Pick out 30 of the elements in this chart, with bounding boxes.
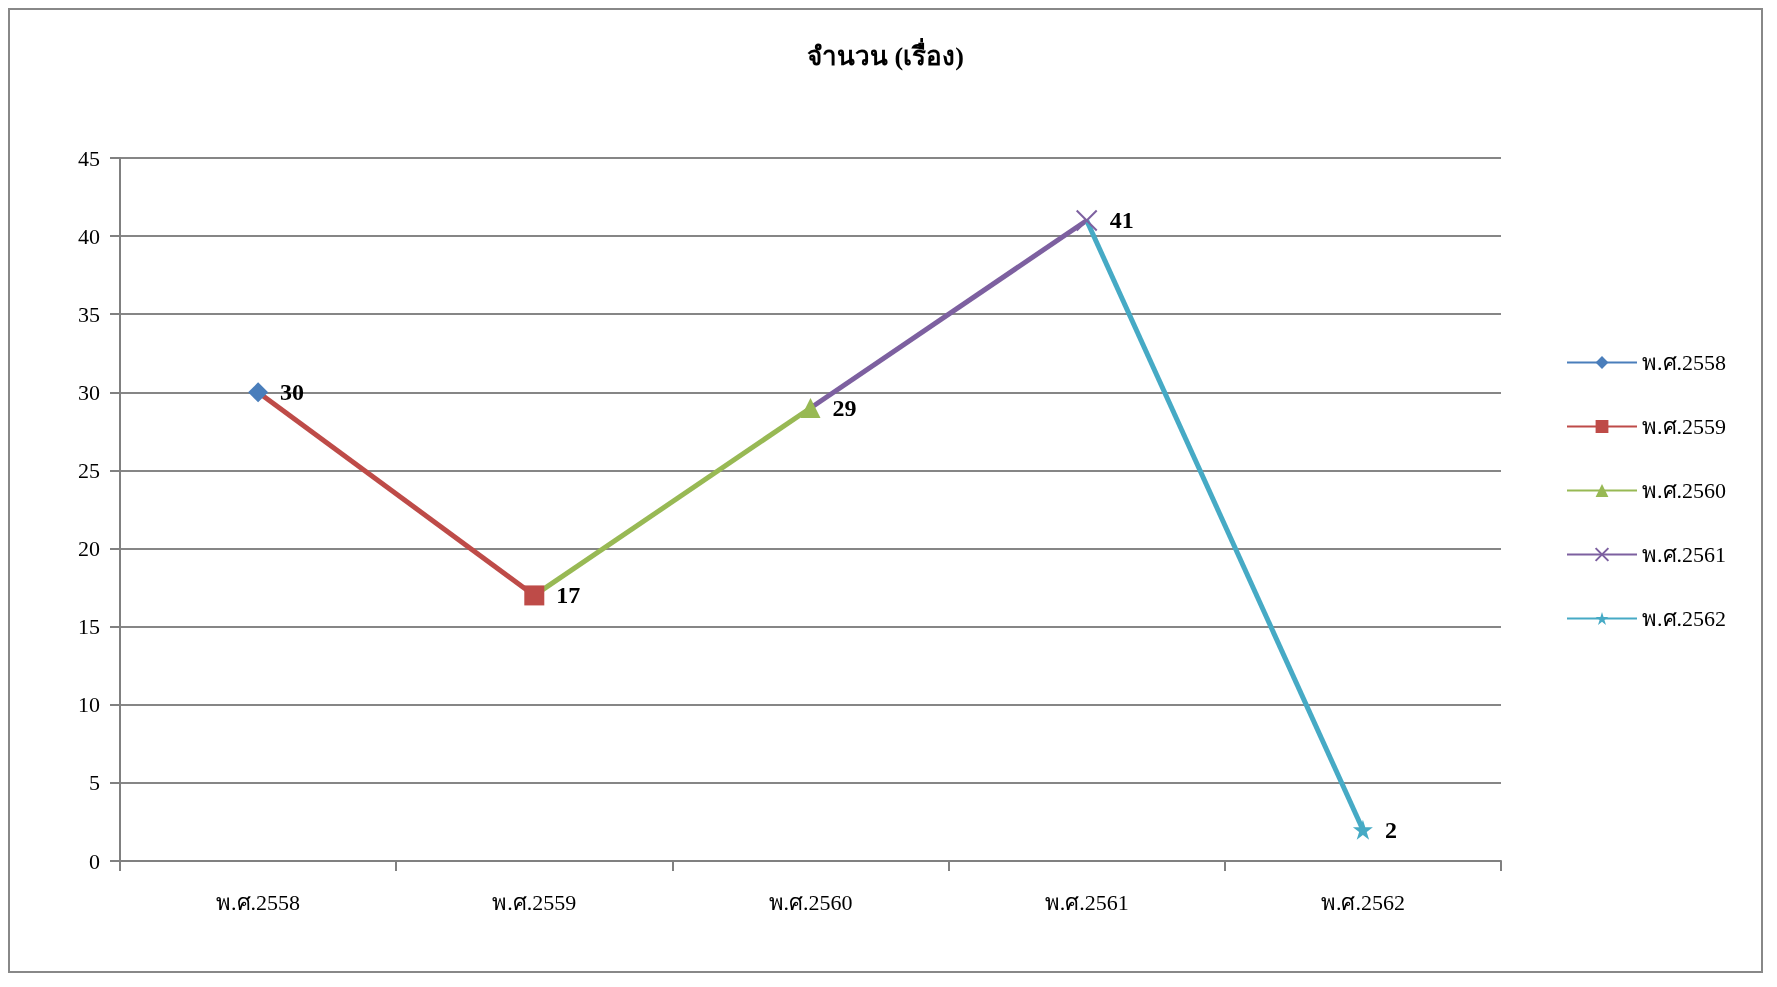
y-tick-label: 35 (78, 301, 100, 327)
y-tick-label: 45 (78, 145, 100, 171)
x-tick-label: พ.ศ.2558 (216, 889, 301, 915)
legend-label: พ.ศ.2562 (1642, 606, 1726, 631)
y-tick-label: 40 (78, 223, 100, 249)
x-tick-label: พ.ศ.2562 (1320, 889, 1405, 915)
legend-label: พ.ศ.2560 (1642, 478, 1726, 503)
x-tick-label: พ.ศ.2560 (768, 889, 853, 915)
x-tick-label: พ.ศ.2561 (1044, 889, 1129, 915)
y-tick-label: 5 (89, 770, 100, 796)
point (524, 585, 545, 606)
y-tick-label: 20 (78, 536, 100, 562)
legend-label: พ.ศ.2559 (1642, 414, 1726, 439)
y-tick-label: 10 (78, 692, 100, 718)
data-label: 2 (1384, 816, 1397, 843)
y-tick-label: 15 (78, 614, 100, 640)
legend-label: พ.ศ.2561 (1642, 542, 1726, 567)
data-label: 30 (280, 379, 305, 406)
data-label: 29 (832, 394, 857, 421)
data-label: 41 (1109, 207, 1134, 234)
point (1352, 819, 1373, 840)
legend-label: พ.ศ.2558 (1642, 350, 1726, 375)
y-tick-label: 25 (78, 457, 100, 483)
chart-title: จำนวน (เรื่อง) (807, 36, 964, 71)
y-tick-label: 0 (89, 848, 100, 874)
data-label: 17 (556, 582, 581, 609)
point (1075, 209, 1098, 232)
y-tick-label: 30 (78, 379, 100, 405)
x-tick-label: พ.ศ.2559 (492, 889, 577, 915)
point (248, 382, 269, 403)
